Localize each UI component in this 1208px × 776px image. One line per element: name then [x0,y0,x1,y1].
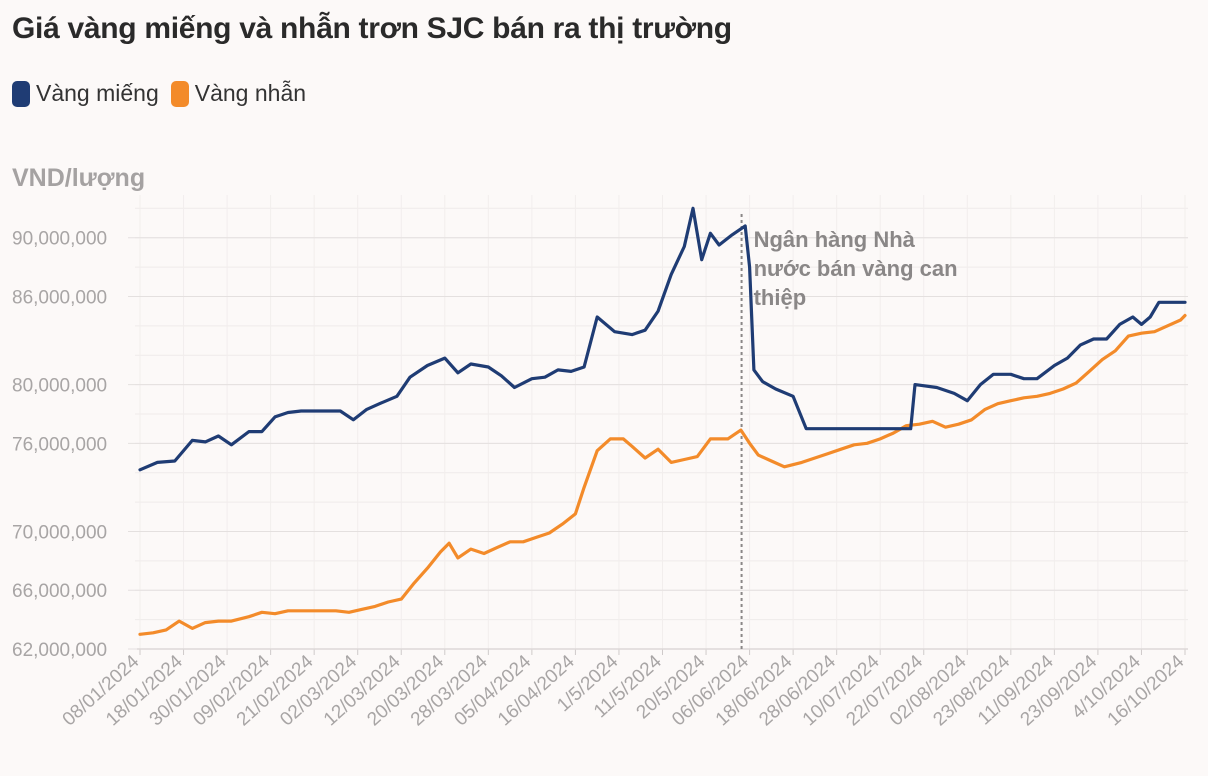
annotation-text: thiệp [754,285,807,310]
y-tick-label: 66,000,000 [12,581,107,602]
y-tick-label: 90,000,000 [12,229,107,250]
series-lines [138,206,1187,636]
y-tick-label: 70,000,000 [12,522,107,543]
legend-label-vang-mieng: Vàng miếng [36,80,159,106]
chart-title: Giá vàng miếng và nhẫn trơn SJC bán ra t… [12,12,732,45]
y-tick-labels: 62,000,000 66,000,000 70,000,000 76,000,000… [12,229,107,661]
y-tick-label: 62,000,000 [12,640,107,661]
series-line-vang-mieng [138,206,1187,472]
legend-item-vang-mieng: Vàng miếng [12,80,159,107]
legend-item-vang-nhan: Vàng nhẫn [170,80,307,107]
series-line-vang-nhan [138,313,1187,636]
legend: Vàng miếng Vàng nhẫn [12,80,318,107]
y-axis-unit: VND/lượng [12,164,145,192]
annotation: Ngân hàng Nhà nước bán vàng can thiệp [740,214,958,649]
y-tick-label: 80,000,000 [12,376,107,397]
legend-swatch-vang-nhan [170,80,189,107]
legend-label-vang-nhan: Vàng nhẫn [194,80,307,106]
y-tick-label: 86,000,000 [12,287,107,308]
x-tick-labels: 08/01/202418/01/202430/01/202409/02/2024… [59,651,1189,731]
annotation-text: nước bán vàng can [754,256,958,281]
y-tick-label: 76,000,000 [12,434,107,455]
legend-swatch-vang-mieng [12,80,30,107]
grid [128,195,1188,655]
annotation-text: Ngân hàng Nhà [754,227,916,252]
